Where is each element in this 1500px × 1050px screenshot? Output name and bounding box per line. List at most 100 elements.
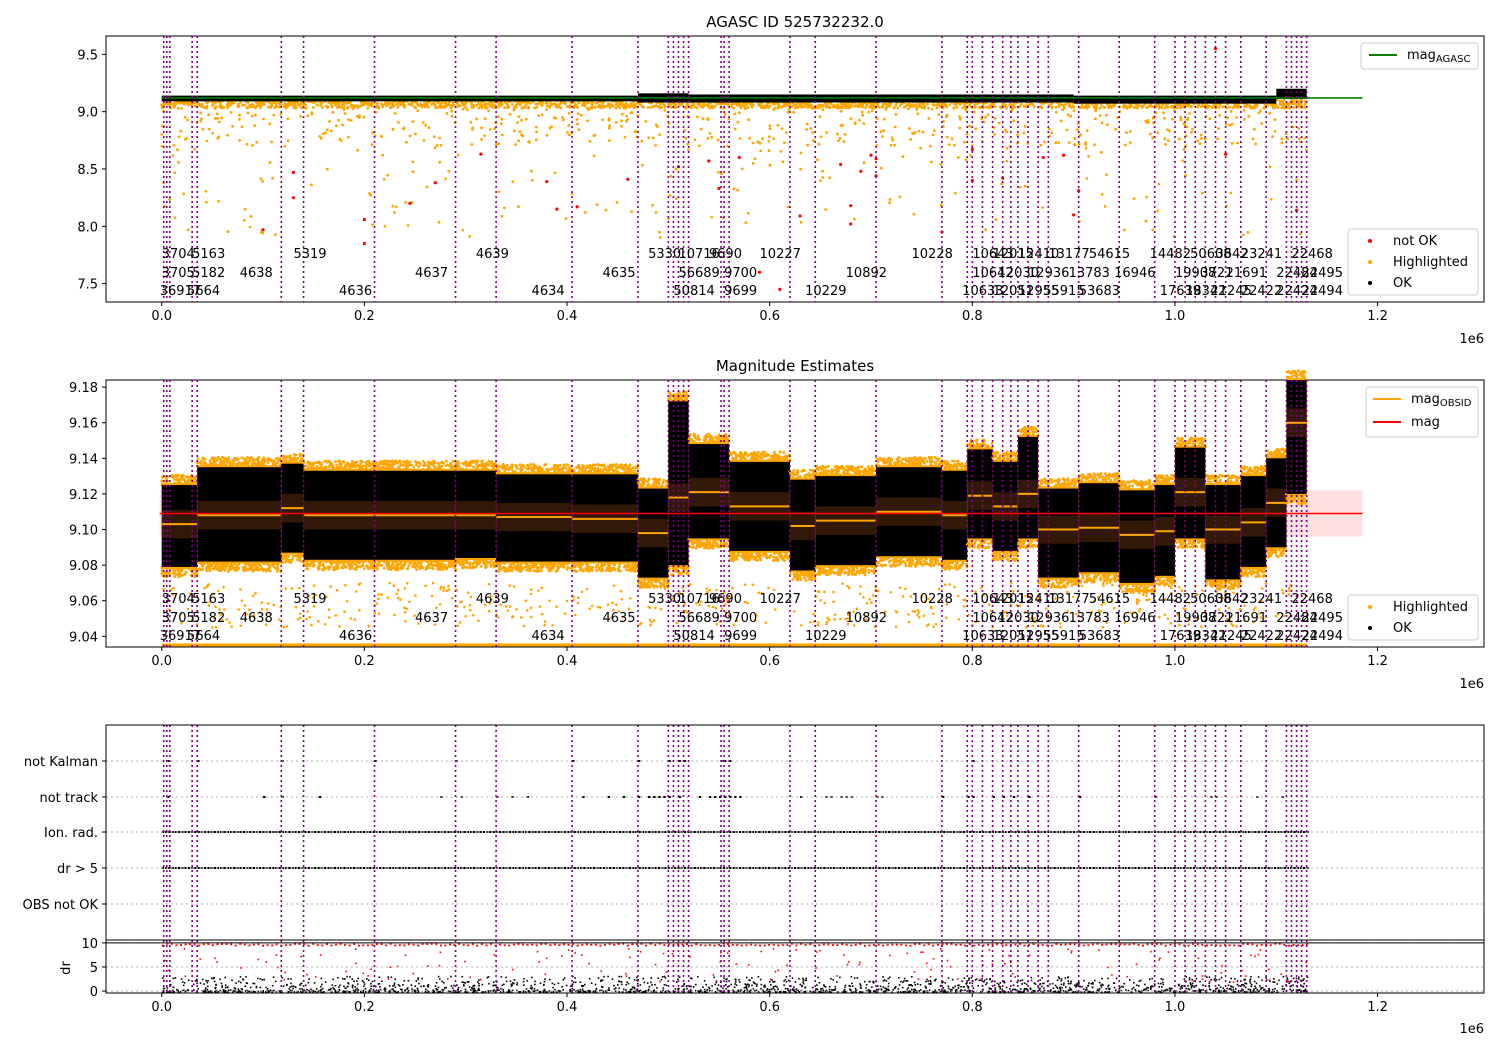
highlighted-point — [520, 118, 523, 122]
highlighted-point — [461, 103, 464, 106]
highlighted-point — [480, 460, 484, 463]
obsid-label: 9699 — [724, 284, 757, 299]
highlighted-point — [1208, 117, 1212, 121]
highlighted-point — [315, 465, 319, 468]
highlighted-point — [224, 566, 228, 570]
highlighted-point — [552, 464, 556, 467]
highlighted-point — [592, 468, 596, 472]
highlighted-point — [565, 567, 569, 571]
highlighted-point — [819, 135, 823, 139]
highlighted-point — [1098, 114, 1102, 117]
highlighted-point — [1278, 100, 1282, 104]
highlighted-point — [184, 137, 187, 141]
highlighted-point — [950, 137, 954, 141]
highlighted-point — [320, 101, 324, 105]
highlighted-point — [604, 208, 608, 212]
highlighted-point — [964, 158, 968, 162]
highlighted-point — [779, 105, 783, 109]
highlighted-point — [948, 103, 952, 107]
highlighted-point — [554, 569, 558, 573]
highlighted-point — [746, 211, 750, 215]
highlighted-point — [564, 217, 568, 221]
highlighted-point — [748, 136, 751, 140]
highlighted-point — [922, 102, 925, 106]
highlighted-point — [1179, 115, 1182, 119]
y-tick-label: 8.5 — [77, 163, 98, 178]
highlighted-point — [485, 562, 489, 565]
highlighted-point — [423, 463, 427, 467]
highlighted-point — [528, 569, 531, 573]
highlighted-point — [1023, 184, 1027, 188]
highlighted-point — [825, 131, 829, 134]
highlighted-point — [518, 130, 522, 134]
highlighted-point — [1076, 128, 1079, 132]
highlighted-point — [595, 203, 599, 207]
highlighted-point — [469, 120, 473, 124]
highlighted-point — [535, 130, 538, 134]
highlighted-point — [517, 205, 520, 209]
highlighted-point — [397, 465, 401, 469]
highlighted-point — [451, 459, 455, 463]
highlighted-point — [201, 456, 205, 460]
highlighted-point — [1200, 191, 1204, 195]
highlighted-point — [548, 126, 552, 130]
highlighted-point — [986, 113, 990, 117]
highlighted-point — [1069, 114, 1072, 118]
highlighted-point — [437, 463, 441, 466]
highlighted-point — [818, 115, 822, 119]
highlighted-point — [183, 115, 187, 119]
obsid-label: 50814 — [673, 284, 714, 299]
highlighted-point — [828, 176, 831, 180]
highlighted-point — [335, 567, 339, 571]
highlighted-point — [445, 459, 448, 463]
highlighted-point — [527, 466, 530, 470]
highlighted-point — [911, 103, 915, 107]
highlighted-point — [978, 105, 982, 109]
highlighted-point — [947, 143, 951, 147]
highlighted-point — [587, 565, 590, 568]
highlighted-point — [419, 462, 422, 466]
highlighted-point — [670, 102, 673, 106]
highlighted-point — [1269, 198, 1273, 201]
highlighted-point — [1166, 105, 1170, 109]
highlighted-point — [537, 466, 541, 470]
highlighted-point — [783, 141, 786, 145]
highlighted-point — [216, 117, 219, 120]
highlighted-point — [500, 214, 504, 218]
highlighted-point — [761, 137, 764, 141]
highlighted-point — [521, 463, 525, 467]
highlighted-point — [1124, 105, 1127, 109]
highlighted-point — [421, 121, 425, 124]
highlighted-point — [1164, 106, 1167, 110]
highlighted-point — [1105, 173, 1108, 177]
highlighted-point — [193, 475, 197, 479]
highlighted-point — [1229, 110, 1233, 113]
highlighted-point — [1098, 106, 1102, 110]
highlighted-point — [327, 566, 331, 570]
highlighted-point — [380, 135, 383, 138]
highlighted-point — [356, 148, 359, 152]
highlighted-point — [727, 117, 731, 121]
highlighted-point — [457, 103, 461, 107]
highlighted-point — [1140, 104, 1144, 108]
highlighted-point — [616, 466, 619, 470]
highlighted-point — [256, 459, 260, 463]
highlighted-point — [411, 120, 415, 123]
highlighted-point — [208, 459, 212, 462]
highlighted-point — [1231, 106, 1235, 110]
highlighted-point — [407, 462, 411, 466]
highlighted-point — [771, 102, 775, 106]
highlighted-point — [238, 118, 241, 121]
not-ok-point — [869, 153, 873, 157]
not-ok-point — [291, 170, 296, 175]
not-ok-point — [1041, 155, 1045, 160]
not-ok-point — [433, 181, 437, 185]
highlighted-point — [175, 473, 178, 477]
highlighted-point — [199, 111, 203, 115]
highlighted-point — [652, 104, 656, 108]
highlighted-point — [249, 215, 253, 218]
highlighted-point — [435, 144, 439, 147]
highlighted-point — [1084, 146, 1088, 150]
highlighted-point — [628, 105, 632, 109]
highlighted-point — [1050, 105, 1054, 109]
